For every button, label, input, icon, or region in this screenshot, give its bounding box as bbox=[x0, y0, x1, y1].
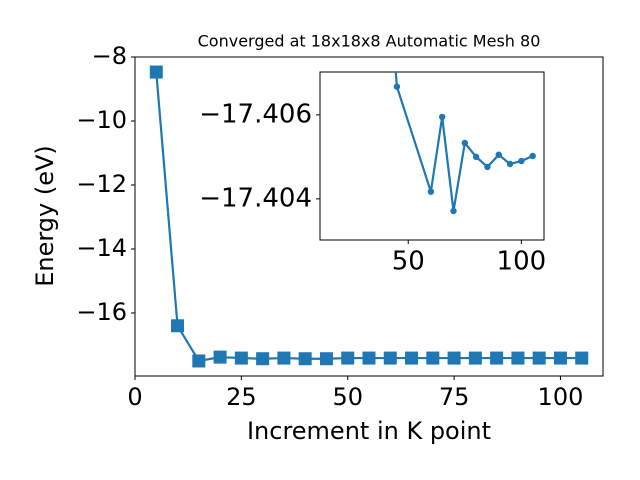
x-tick-label: 100 bbox=[538, 383, 584, 411]
data-point bbox=[362, 351, 376, 365]
data-point bbox=[277, 351, 291, 365]
data-point bbox=[506, 160, 514, 168]
data-point bbox=[383, 351, 397, 365]
data-point bbox=[171, 319, 185, 333]
plot-area bbox=[319, 71, 545, 241]
data-point bbox=[213, 350, 227, 364]
data-point bbox=[256, 352, 270, 366]
data-point bbox=[575, 351, 589, 365]
x-tick-label: 50 bbox=[332, 383, 363, 411]
y-tick-label: −10 bbox=[76, 106, 127, 134]
y-axis-label: Energy (eV) bbox=[31, 145, 59, 287]
data-point bbox=[149, 65, 163, 79]
data-point bbox=[438, 113, 446, 121]
data-point bbox=[484, 163, 491, 171]
y-tick-label: −17.406 bbox=[199, 99, 312, 129]
data-point bbox=[298, 352, 312, 366]
y-tick-label: −8 bbox=[92, 42, 127, 70]
plot-content bbox=[393, 72, 536, 215]
x-tick-label: 0 bbox=[127, 383, 142, 411]
y-tick-label: −14 bbox=[76, 234, 127, 262]
data-point bbox=[529, 152, 536, 160]
data-point bbox=[472, 153, 480, 161]
data-point bbox=[490, 351, 504, 365]
data-point bbox=[518, 157, 525, 165]
chart-title: Converged at 18x18x8 Automatic Mesh 80 bbox=[198, 32, 541, 51]
data-point bbox=[450, 207, 457, 215]
data-point bbox=[461, 139, 469, 147]
x-tick-label: 25 bbox=[226, 383, 257, 411]
x-tick-label: 50 bbox=[392, 247, 425, 277]
data-point bbox=[511, 351, 525, 365]
data-point bbox=[427, 188, 435, 195]
data-point bbox=[192, 354, 206, 368]
x-axis-label: Increment in K point bbox=[247, 417, 491, 445]
data-point bbox=[426, 351, 440, 365]
data-point bbox=[468, 351, 482, 365]
x-tick-label: 75 bbox=[439, 383, 470, 411]
data-point bbox=[405, 351, 419, 365]
data-point bbox=[532, 351, 546, 365]
data-point bbox=[393, 83, 401, 90]
y-tick-label: −17.404 bbox=[199, 183, 312, 213]
y-tick-label: −12 bbox=[76, 170, 127, 198]
data-point bbox=[234, 351, 248, 365]
y-tick-label: −16 bbox=[76, 298, 127, 326]
x-tick-label: 100 bbox=[497, 247, 547, 277]
data-point bbox=[553, 351, 567, 365]
data-point bbox=[341, 351, 355, 365]
data-point bbox=[495, 151, 502, 158]
plot-content bbox=[149, 65, 589, 368]
data-point bbox=[319, 352, 333, 366]
data-point bbox=[447, 351, 461, 365]
